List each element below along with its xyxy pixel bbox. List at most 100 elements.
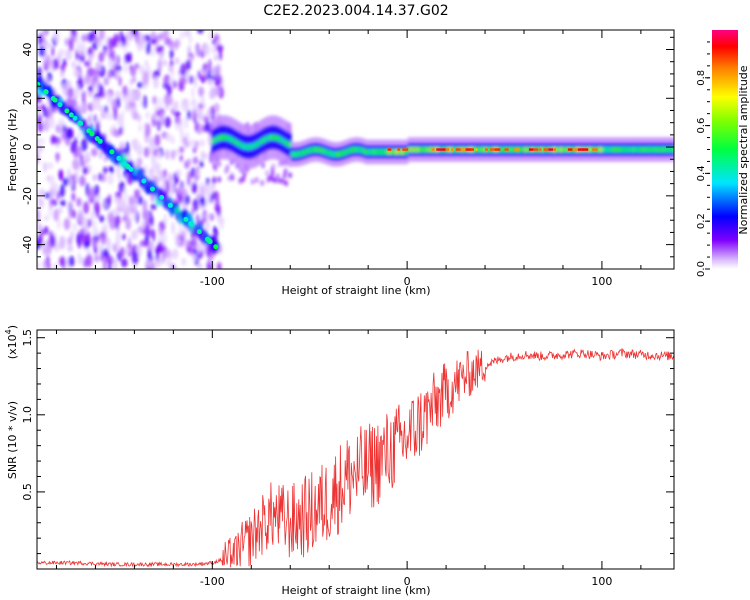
heatmap-cell bbox=[514, 148, 521, 151]
heatmap-cell bbox=[106, 112, 113, 121]
heatmap-cell bbox=[293, 151, 297, 158]
heatmap-cell bbox=[106, 255, 114, 265]
heatmap-cell bbox=[372, 149, 376, 155]
heatmap-cell bbox=[104, 105, 108, 113]
heatmap-cell bbox=[71, 192, 76, 202]
heatmap-cell bbox=[162, 59, 168, 66]
heatmap-cell bbox=[204, 221, 210, 231]
heatmap-cell bbox=[111, 49, 115, 63]
heatmap-cell bbox=[166, 258, 172, 267]
heatmap-cell bbox=[135, 210, 140, 224]
heatmap-cell bbox=[204, 43, 211, 57]
heatmap-cell bbox=[97, 138, 103, 144]
heatmap-cell bbox=[213, 137, 217, 144]
heatmap-cell bbox=[138, 123, 142, 133]
heatmap-cell bbox=[175, 169, 182, 177]
snr-y-scale: (x104) bbox=[4, 325, 19, 359]
x-tick-label: 0 bbox=[404, 575, 411, 588]
heatmap-cell bbox=[84, 239, 90, 249]
heatmap-cell bbox=[606, 146, 610, 153]
heatmap-cell bbox=[162, 231, 167, 244]
heatmap-cell bbox=[129, 207, 137, 214]
heatmap-cell bbox=[168, 40, 175, 50]
heatmap-cell bbox=[625, 146, 629, 153]
snr-y-scale-exponent: 4 bbox=[4, 329, 13, 334]
heatmap-cell bbox=[417, 146, 421, 153]
heatmap-cell bbox=[351, 146, 355, 153]
heatmap-cell bbox=[196, 193, 202, 200]
heatmap-cell bbox=[103, 260, 107, 269]
heatmap-cell bbox=[43, 226, 49, 235]
heatmap-cell bbox=[68, 176, 74, 188]
heatmap-cell bbox=[213, 244, 219, 250]
heatmap-cell bbox=[211, 65, 217, 78]
heatmap-cell bbox=[143, 95, 147, 109]
heatmap-cell bbox=[95, 97, 100, 110]
heatmap-cell bbox=[165, 149, 170, 160]
heatmap-cell bbox=[314, 146, 318, 153]
heatmap-cell bbox=[70, 141, 76, 154]
heatmap-cell bbox=[44, 192, 51, 199]
heatmap-cell bbox=[92, 227, 99, 237]
heatmap-cell bbox=[165, 133, 172, 142]
heatmap-cell bbox=[213, 190, 220, 200]
heatmap-cell bbox=[82, 160, 86, 167]
heatmap-cell bbox=[187, 158, 192, 167]
heatmap-cell bbox=[43, 215, 50, 222]
heatmap-cell bbox=[325, 149, 330, 156]
heatmap-cell bbox=[103, 77, 109, 86]
heatmap-cell bbox=[660, 146, 664, 153]
heatmap-cell bbox=[667, 146, 671, 153]
heatmap-cell bbox=[620, 146, 624, 153]
heatmap-cell bbox=[207, 255, 212, 265]
heatmap-cell bbox=[134, 90, 140, 100]
heatmap-cell bbox=[122, 215, 126, 222]
heatmap-cell bbox=[121, 258, 128, 268]
heatmap-cell bbox=[238, 166, 243, 173]
heatmap-cell bbox=[38, 188, 45, 197]
heatmap-cell bbox=[254, 177, 259, 184]
colorbar-tick-label: 0.0 bbox=[696, 261, 707, 277]
heatmap-cell bbox=[169, 49, 174, 60]
heatmap-cell bbox=[265, 170, 270, 177]
heatmap-cell bbox=[161, 251, 166, 264]
heatmap-cell bbox=[230, 136, 234, 143]
heatmap-cell bbox=[321, 147, 325, 154]
heatmap-cell bbox=[227, 135, 231, 142]
heatmap-cell bbox=[237, 140, 241, 147]
heatmap-cell bbox=[194, 120, 199, 133]
heatmap-cell bbox=[220, 134, 224, 141]
heatmap-cell bbox=[197, 70, 201, 80]
heatmap-cell bbox=[211, 178, 216, 184]
heatmap-cell bbox=[198, 139, 205, 147]
heatmap-cell bbox=[639, 146, 643, 153]
heatmap-cell bbox=[128, 195, 133, 205]
heatmap-cell bbox=[76, 38, 80, 53]
heatmap-cell bbox=[557, 146, 561, 153]
heatmap-cell bbox=[84, 74, 91, 85]
heatmap-cell bbox=[419, 146, 423, 153]
heatmap-cell bbox=[197, 242, 201, 255]
heatmap-cell bbox=[414, 146, 418, 153]
heatmap-cell bbox=[533, 148, 539, 151]
heatmap-cell bbox=[88, 85, 94, 92]
heatmap-cell bbox=[127, 87, 135, 102]
heatmap-cell bbox=[124, 53, 131, 64]
heatmap-cell bbox=[148, 171, 155, 183]
heatmap-cell bbox=[107, 70, 112, 79]
heatmap-cell bbox=[365, 149, 369, 155]
heatmap-cell bbox=[304, 148, 308, 155]
heatmap-cell bbox=[280, 178, 285, 185]
heatmap-cell bbox=[171, 65, 175, 78]
heatmap-cell bbox=[37, 109, 40, 119]
heatmap-cell bbox=[175, 237, 181, 247]
heatmap-cell bbox=[510, 146, 514, 153]
heatmap-cell bbox=[125, 30, 133, 39]
heatmap-cell bbox=[43, 259, 47, 269]
heatmap-cell bbox=[179, 146, 185, 154]
heatmap-cell bbox=[91, 147, 98, 157]
heatmap-cell bbox=[87, 218, 92, 228]
heatmap-cell bbox=[113, 106, 118, 121]
heatmap-cell bbox=[202, 209, 208, 224]
heatmap-cell bbox=[103, 50, 107, 57]
